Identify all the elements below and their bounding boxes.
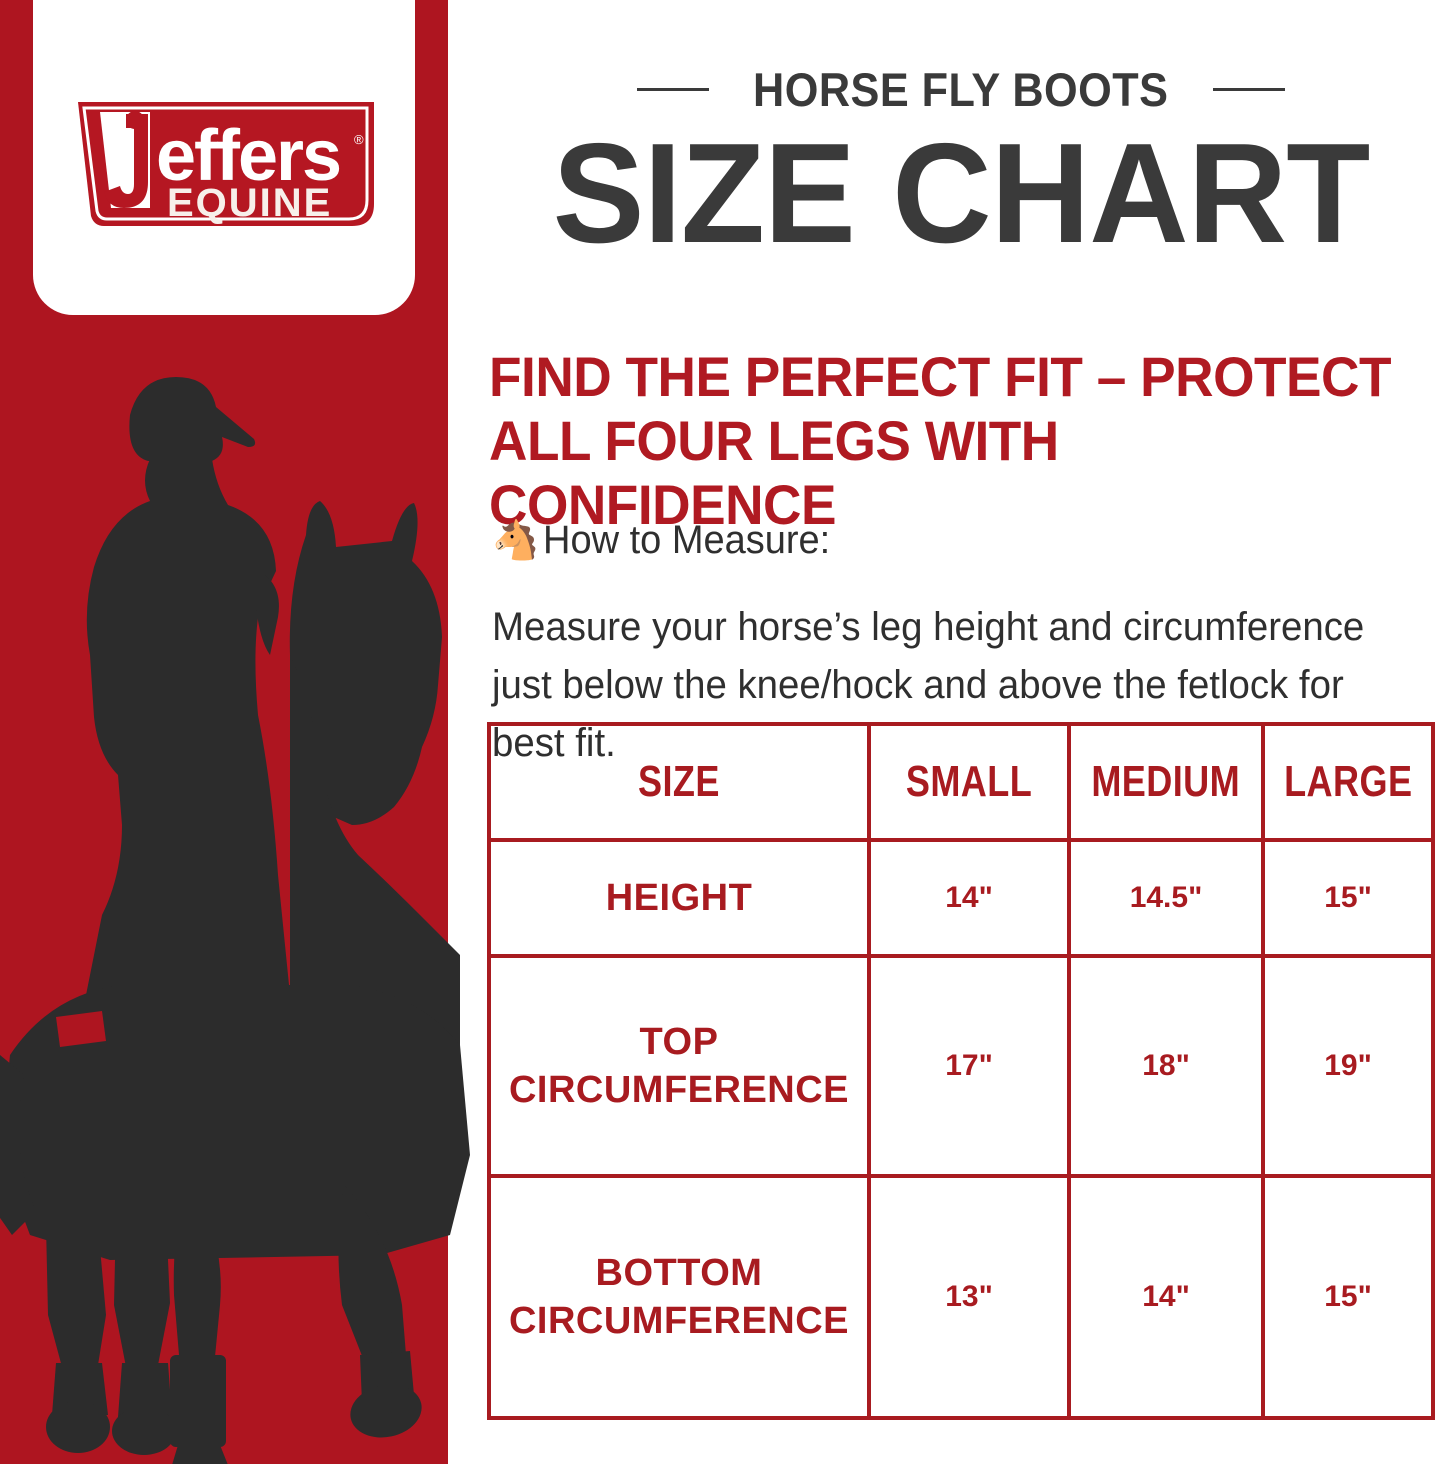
- column-header-large: LARGE: [1261, 722, 1435, 842]
- how-to-measure-label: How to Measure:: [543, 518, 831, 562]
- cell-top-medium: 18": [1067, 954, 1265, 1178]
- table-row: HEIGHT 14" 14.5" 15": [487, 838, 1435, 958]
- row-label-bottom-circumference: BOTTOM CIRCUMFERENCE: [487, 1174, 871, 1420]
- size-table-body: HEIGHT 14" 14.5" 15" TOP CIRCUMFERENCE 1…: [487, 838, 1435, 1420]
- cell-height-large: 15": [1261, 838, 1435, 958]
- cell-height-medium: 14.5": [1067, 838, 1265, 958]
- row-label-height: HEIGHT: [487, 838, 871, 958]
- svg-text:®: ®: [354, 132, 364, 147]
- table-row: BOTTOM CIRCUMFERENCE 13" 14" 15": [487, 1174, 1435, 1420]
- size-table: SIZE SMALL MEDIUM LARGE HEIGHT 14" 14.5"…: [487, 722, 1435, 1420]
- subtitle: FIND THE PERFECT FIT – PROTECT ALL FOUR …: [489, 345, 1391, 536]
- kicker-row: HORSE FLY BOOTS: [487, 62, 1435, 116]
- cowboy-horse-silhouette: [0, 355, 480, 1464]
- row-label-line-1: TOP: [639, 1021, 719, 1063]
- logo-card: effers ® EQUINE: [33, 0, 415, 315]
- cell-bottom-medium: 14": [1067, 1174, 1265, 1420]
- table-row: TOP CIRCUMFERENCE 17" 18" 19": [487, 954, 1435, 1178]
- horse-face-icon: 🐴: [492, 519, 540, 562]
- cell-top-large: 19": [1261, 954, 1435, 1178]
- kicker-text: HORSE FLY BOOTS: [753, 62, 1169, 116]
- cell-bottom-large: 15": [1261, 1174, 1435, 1420]
- column-header-medium: MEDIUM: [1067, 722, 1265, 842]
- size-table-head: SIZE SMALL MEDIUM LARGE: [487, 722, 1435, 842]
- brand-panel: effers ® EQUINE: [0, 0, 470, 1464]
- row-label-line-2: CIRCUMFERENCE: [508, 1069, 850, 1111]
- svg-text:EQUINE: EQUINE: [167, 181, 332, 225]
- chart-content: HORSE FLY BOOTS SIZE CHART FIND THE PERF…: [487, 0, 1435, 1464]
- logo-icon: effers ® EQUINE: [78, 102, 374, 226]
- how-to-measure-heading: 🐴 How to Measure:: [492, 518, 846, 563]
- table-header-row: SIZE SMALL MEDIUM LARGE: [487, 722, 1435, 842]
- page-title: SIZE CHART: [552, 114, 1371, 273]
- row-label-line-1: BOTTOM: [595, 1252, 763, 1294]
- column-header-size: SIZE: [487, 722, 871, 842]
- jeffers-equine-logo: effers ® EQUINE: [64, 96, 384, 246]
- svg-text:effers: effers: [156, 116, 340, 196]
- kicker-rule-left: [637, 87, 710, 91]
- cell-height-small: 14": [867, 838, 1071, 958]
- cell-bottom-small: 13": [867, 1174, 1071, 1420]
- row-label-top-circumference: TOP CIRCUMFERENCE: [487, 954, 871, 1178]
- cell-top-small: 17": [867, 954, 1071, 1178]
- column-header-small: SMALL: [867, 722, 1071, 842]
- kicker-rule-right: [1212, 87, 1285, 91]
- silhouette-icon: [0, 377, 470, 1464]
- row-label-line-2: CIRCUMFERENCE: [508, 1300, 850, 1342]
